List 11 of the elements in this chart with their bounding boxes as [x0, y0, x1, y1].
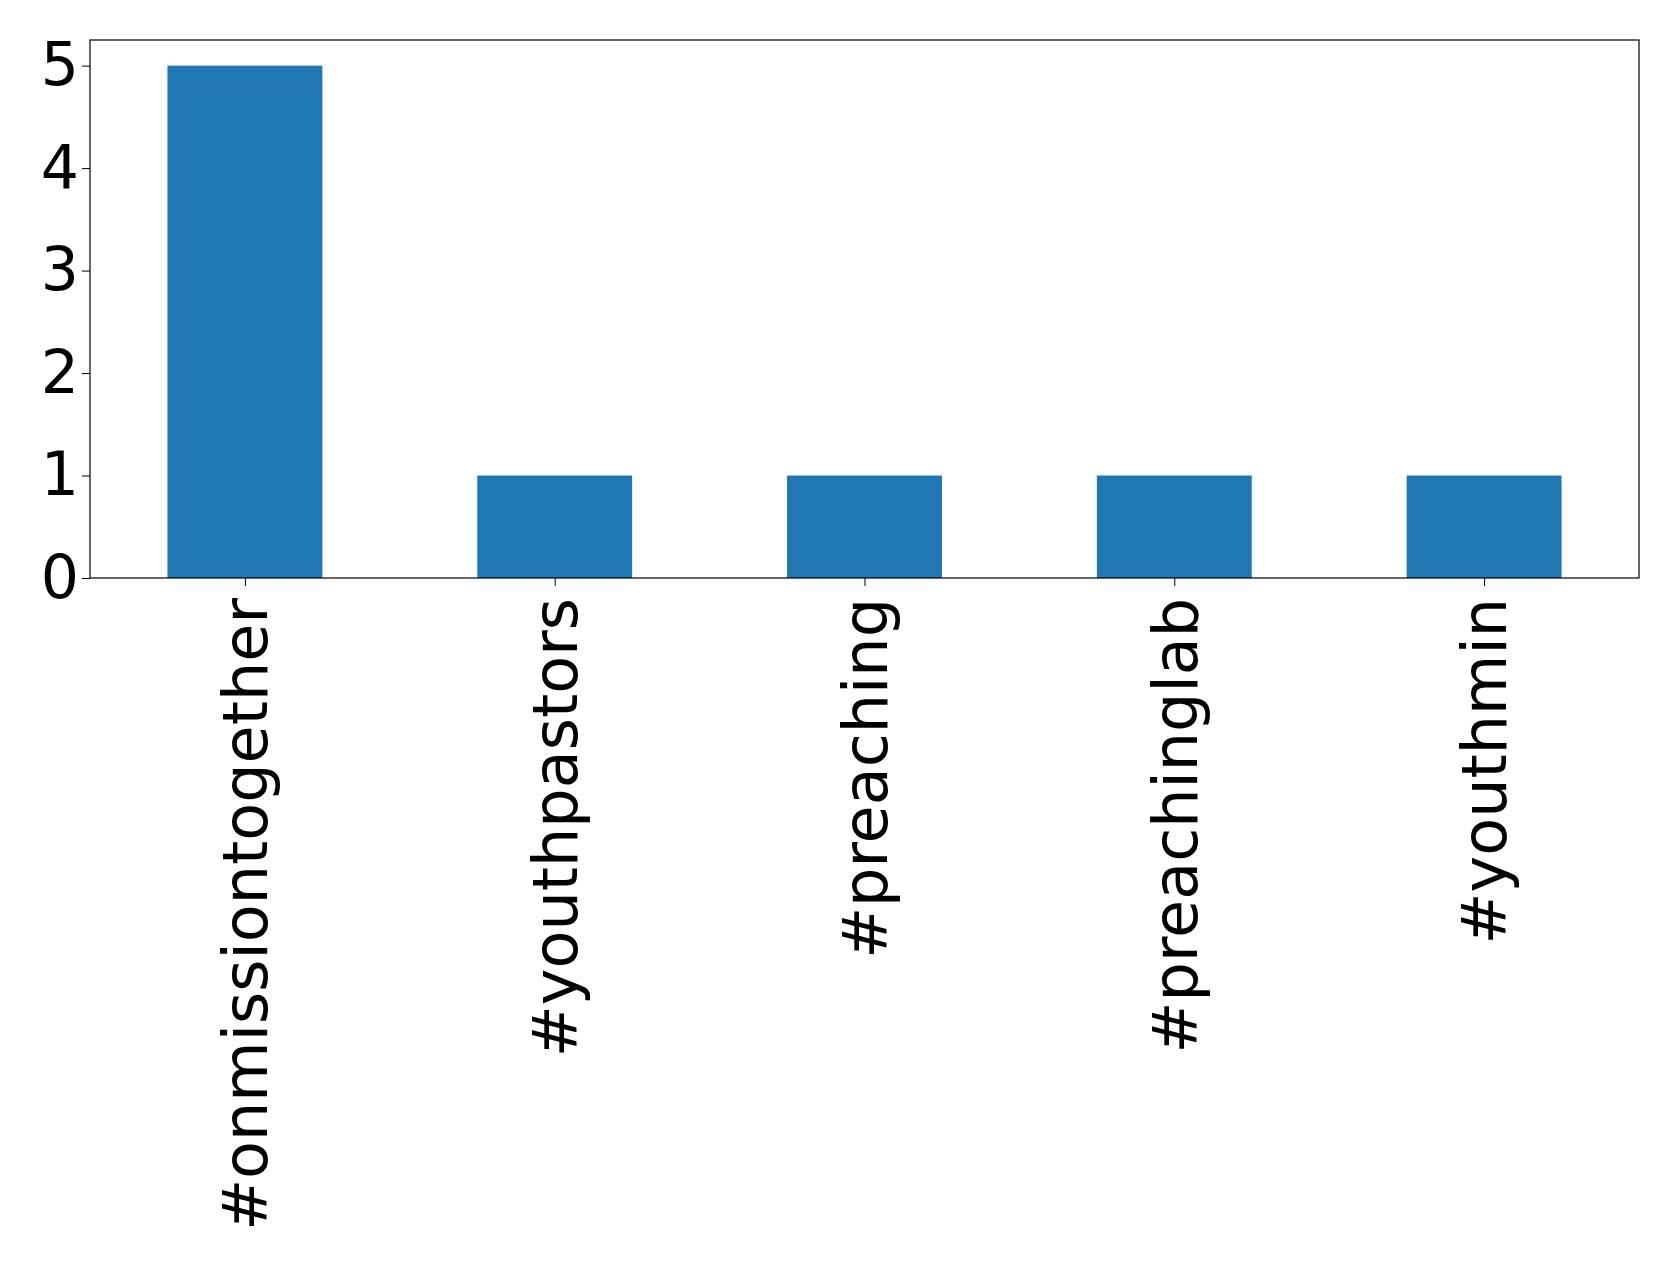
y-tick-label: 3	[40, 234, 79, 305]
y-tick-label: 4	[40, 131, 79, 202]
x-tick-label: #youthpastors	[518, 598, 592, 1058]
y-tick-label: 2	[40, 336, 79, 407]
x-tick-label: #onmissiontogether	[209, 597, 283, 1231]
y-tick-label: 0	[40, 541, 79, 612]
x-tick-label: #youthmin	[1448, 598, 1522, 945]
x-tick-label: #preaching	[828, 598, 902, 959]
y-tick-label: 5	[40, 29, 79, 100]
x-tick-label: #preachinglab	[1138, 598, 1212, 1054]
y-tick-label: 1	[40, 439, 79, 510]
